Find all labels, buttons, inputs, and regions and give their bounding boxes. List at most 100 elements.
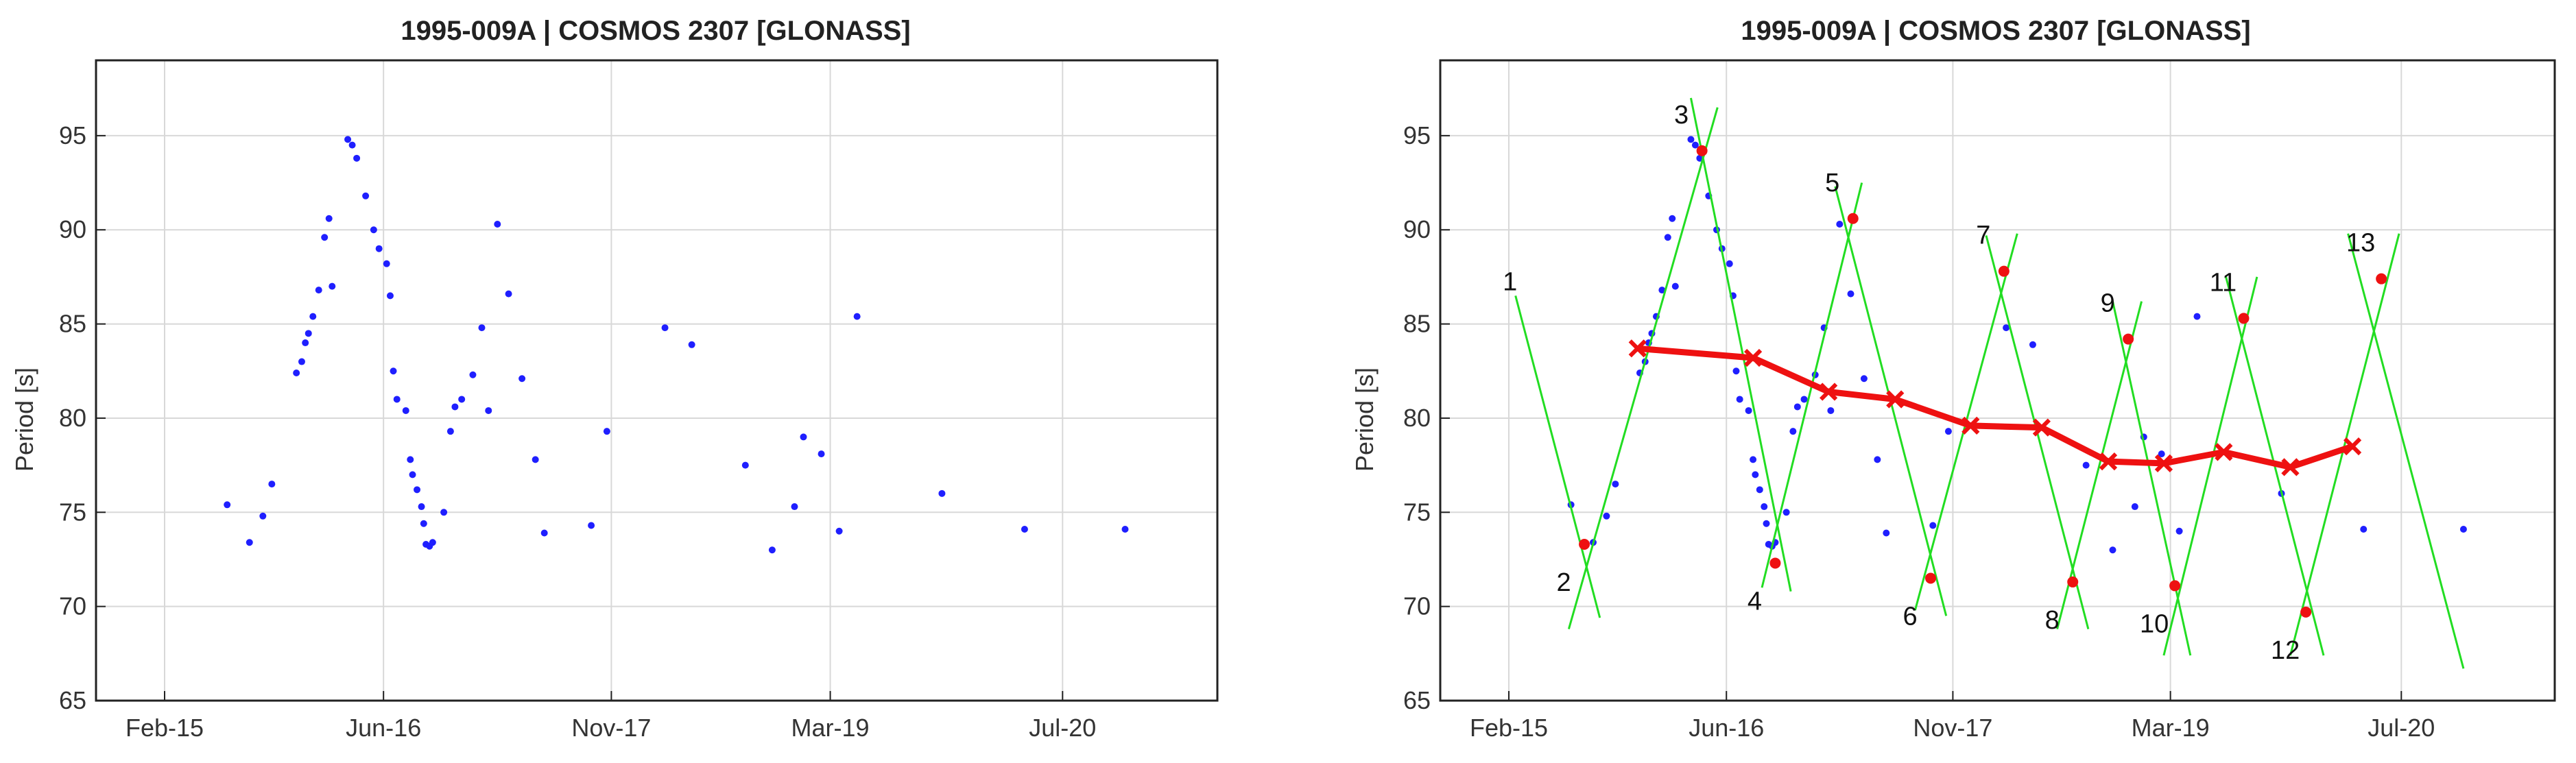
data-point bbox=[2003, 324, 2010, 332]
data-point bbox=[1789, 428, 1797, 435]
trend-marker bbox=[2215, 443, 2233, 461]
zigzag-segment bbox=[2112, 301, 2192, 656]
extremum-point bbox=[2376, 273, 2387, 284]
data-point bbox=[1883, 529, 1890, 537]
data-point bbox=[1756, 486, 1763, 494]
trend-line bbox=[1628, 339, 2362, 476]
data-point bbox=[309, 313, 317, 320]
y-tick-label: 65 bbox=[1403, 686, 1431, 714]
y-tick-label: 65 bbox=[59, 686, 86, 714]
grid bbox=[1440, 60, 2555, 701]
trend-marker-stroke bbox=[1743, 348, 1763, 367]
extrema-markers bbox=[1579, 145, 2387, 618]
data-point bbox=[259, 512, 267, 520]
data-point bbox=[321, 234, 329, 241]
extremum-point bbox=[1925, 572, 1937, 584]
trend-marker-stroke bbox=[1886, 390, 1905, 409]
zigzag-segment bbox=[2289, 233, 2400, 656]
data-point bbox=[661, 324, 669, 332]
data-point bbox=[1669, 215, 1676, 222]
extremum-label: 10 bbox=[2140, 609, 2169, 638]
extremum-label: 13 bbox=[2346, 229, 2375, 258]
y-tick-label: 75 bbox=[59, 498, 86, 526]
data-point bbox=[325, 215, 333, 222]
data-point bbox=[938, 489, 946, 497]
data-point bbox=[386, 292, 394, 300]
x-tick-label: Feb-15 bbox=[1470, 714, 1548, 742]
data-point bbox=[1944, 428, 1952, 435]
data-point bbox=[1752, 471, 1759, 479]
trend-marker bbox=[2154, 454, 2173, 472]
extremum-label: 7 bbox=[1976, 221, 1990, 250]
trend-marker bbox=[1961, 416, 1980, 435]
trend-marker bbox=[2099, 452, 2118, 471]
data-point bbox=[420, 520, 427, 527]
data-point bbox=[1763, 520, 1770, 527]
y-tick-label: 90 bbox=[59, 215, 86, 243]
extremum-point bbox=[1998, 265, 2009, 277]
data-point bbox=[1612, 481, 1619, 488]
trend-marker-stroke bbox=[2215, 443, 2233, 461]
data-point bbox=[429, 539, 436, 546]
data-point bbox=[2109, 546, 2116, 554]
zigzag-segment bbox=[1689, 97, 1792, 592]
data-point bbox=[1658, 287, 1666, 294]
extremum-point bbox=[1847, 213, 1859, 224]
x-tick-label: Feb-15 bbox=[126, 714, 204, 742]
zigzag-segment bbox=[1567, 107, 1719, 630]
x-tick-label: Nov-17 bbox=[571, 714, 651, 742]
y-tick-label: 70 bbox=[1403, 592, 1431, 620]
trend-marker bbox=[2343, 437, 2362, 456]
extremum-label: 6 bbox=[1903, 602, 1917, 631]
data-point bbox=[1121, 526, 1129, 533]
zigzag-segment bbox=[2056, 301, 2143, 629]
trend-marker-stroke bbox=[2099, 452, 2118, 471]
data-point bbox=[451, 403, 459, 411]
data-point bbox=[1860, 375, 1868, 383]
data-point bbox=[818, 450, 825, 458]
data-point bbox=[1726, 260, 1733, 267]
data-point bbox=[1750, 456, 1757, 463]
data-point bbox=[540, 529, 548, 537]
extrema-labels: 2 3 4 5 6 7 8 9 10 11 12 13 1 bbox=[1503, 101, 2375, 665]
x-tick-label: Jul-20 bbox=[1029, 714, 1096, 742]
data-point bbox=[1736, 396, 1743, 403]
trend-marker-stroke bbox=[1820, 383, 1838, 401]
chart-title: 1995-009A | COSMOS 2307 [GLONASS] bbox=[401, 16, 910, 46]
panel-left: 1995-009A | COSMOS 2307 [GLONASS] Period… bbox=[10, 16, 1219, 742]
y-axis-label: Period [s] bbox=[10, 367, 38, 472]
data-point bbox=[469, 371, 477, 378]
extremum-label: 11 bbox=[2210, 268, 2237, 297]
data-point bbox=[791, 503, 798, 511]
trend-marker bbox=[2281, 458, 2300, 476]
trend-marker-stroke bbox=[1961, 416, 1980, 435]
data-point bbox=[835, 527, 843, 535]
data-point bbox=[353, 154, 361, 162]
trend-marker-stroke bbox=[2281, 458, 2300, 476]
data-point bbox=[1664, 234, 1671, 241]
extremum-label: 3 bbox=[1674, 101, 1689, 130]
data-point bbox=[344, 136, 352, 143]
data-point bbox=[532, 456, 539, 463]
data-point bbox=[383, 260, 390, 267]
trend-marker bbox=[2032, 418, 2051, 437]
data-point bbox=[800, 433, 807, 441]
plot-frame bbox=[95, 59, 1219, 702]
data-point bbox=[2193, 313, 2201, 320]
extremum-point bbox=[1769, 557, 1781, 569]
y-tick-label: 75 bbox=[1403, 498, 1431, 526]
data-point bbox=[393, 396, 401, 403]
trend-marker bbox=[1820, 383, 1838, 401]
data-point bbox=[1929, 522, 1937, 529]
extremum-label: 8 bbox=[2045, 606, 2060, 635]
data-point bbox=[853, 313, 861, 320]
data-point bbox=[302, 339, 309, 347]
data-point bbox=[2158, 450, 2165, 458]
y-tick-label: 95 bbox=[1403, 121, 1431, 149]
trend-marker bbox=[1628, 339, 1647, 358]
data-point bbox=[446, 428, 454, 435]
data-point bbox=[485, 407, 492, 414]
data-point bbox=[505, 290, 512, 298]
y-tick-label: 80 bbox=[59, 404, 86, 432]
